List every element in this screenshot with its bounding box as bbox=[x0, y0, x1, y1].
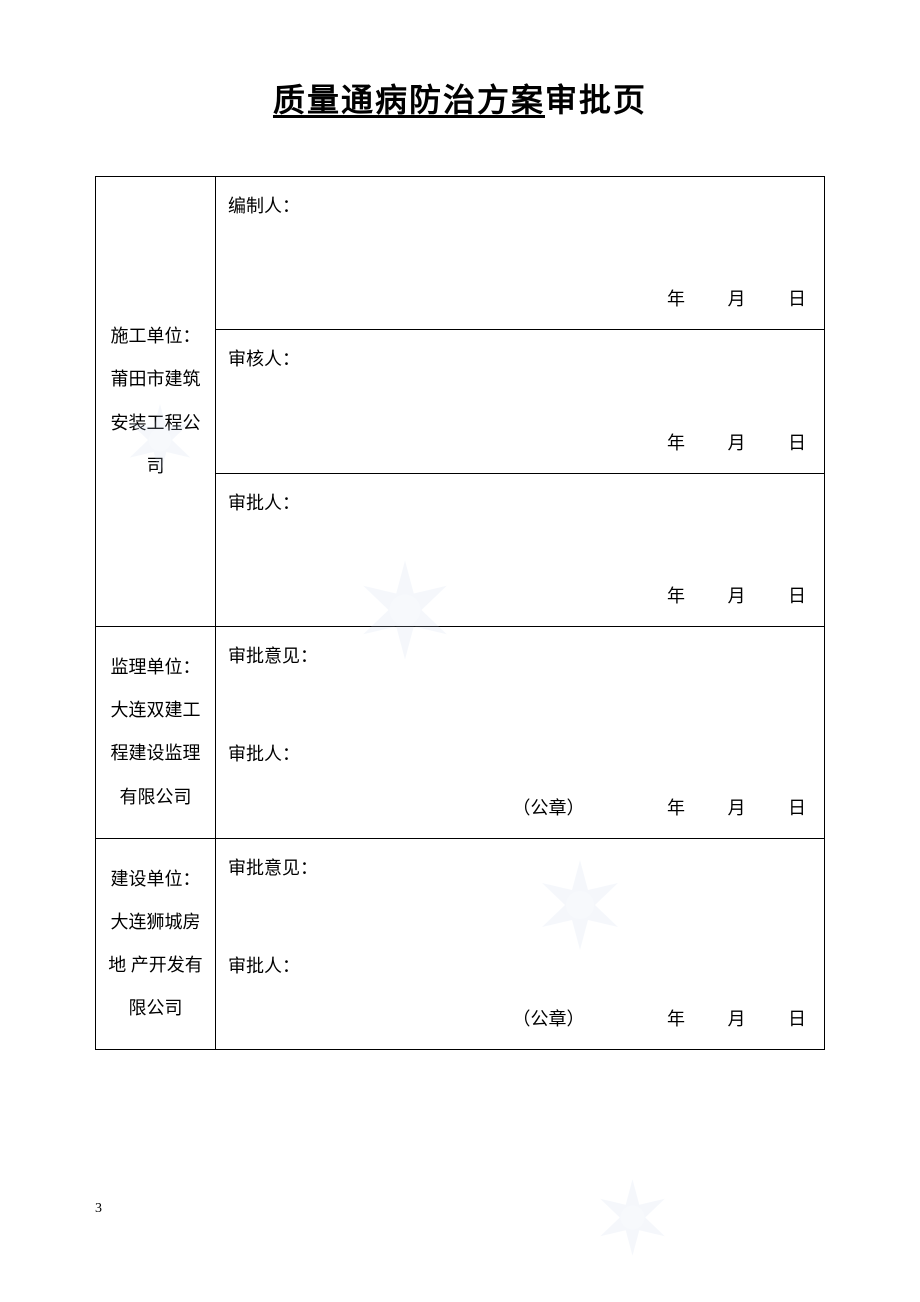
month-label: 月 bbox=[728, 422, 746, 465]
approval-table: 施工单位：莆田市建筑安装工程公司 编制人： 年 月 日 审核人： 年 月 日 审… bbox=[95, 176, 825, 1050]
supervision-approver: 审批人： bbox=[228, 744, 300, 764]
month-label: 月 bbox=[728, 998, 746, 1041]
year-label: 年 bbox=[667, 278, 685, 321]
approver-date: 年 月 日 bbox=[228, 575, 812, 618]
supervision-stamp-date: （公章） 年 月 日 bbox=[228, 787, 812, 830]
page-title: 质量通病防治方案审批页 bbox=[95, 75, 825, 121]
day-label: 日 bbox=[788, 278, 806, 321]
year-label: 年 bbox=[667, 787, 685, 830]
developer-unit-label: 建设单位：大连狮城房 地 产开发有限公司 bbox=[96, 838, 216, 1050]
compiler-cell: 编制人： 年 月 日 bbox=[216, 177, 825, 330]
month-label: 月 bbox=[728, 278, 746, 321]
developer-cell: 审批意见： 审批人： （公章） 年 月 日 bbox=[216, 838, 825, 1050]
title-underlined: 质量通病防治方案 bbox=[273, 82, 545, 118]
day-label: 日 bbox=[788, 787, 806, 830]
title-suffix: 审批页 bbox=[545, 82, 647, 118]
watermark-icon bbox=[590, 1175, 675, 1260]
year-label: 年 bbox=[667, 998, 685, 1041]
approver-cell: 审批人： 年 月 日 bbox=[216, 473, 825, 626]
month-label: 月 bbox=[728, 787, 746, 830]
supervision-opinion: 审批意见： bbox=[228, 635, 812, 678]
supervision-cell: 审批意见： 审批人： （公章） 年 月 日 bbox=[216, 627, 825, 839]
reviewer-role: 审核人： bbox=[228, 338, 812, 381]
developer-approver: 审批人： bbox=[228, 956, 300, 976]
stamp-label: （公章） bbox=[513, 787, 585, 830]
year-label: 年 bbox=[667, 422, 685, 465]
reviewer-date: 年 月 日 bbox=[228, 422, 812, 465]
page-number: 3 bbox=[95, 1201, 102, 1217]
day-label: 日 bbox=[788, 998, 806, 1041]
developer-opinion: 审批意见： bbox=[228, 847, 812, 890]
compiler-date: 年 月 日 bbox=[228, 278, 812, 321]
day-label: 日 bbox=[788, 422, 806, 465]
compiler-role: 编制人： bbox=[228, 185, 812, 228]
stamp-label: （公章） bbox=[513, 998, 585, 1041]
year-label: 年 bbox=[667, 575, 685, 618]
supervision-unit-label: 监理单位：大连双建工程建设监理有限公司 bbox=[96, 627, 216, 839]
reviewer-cell: 审核人： 年 月 日 bbox=[216, 330, 825, 473]
approver-role: 审批人： bbox=[228, 482, 812, 525]
month-label: 月 bbox=[728, 575, 746, 618]
day-label: 日 bbox=[788, 575, 806, 618]
construction-unit-label: 施工单位：莆田市建筑安装工程公司 bbox=[96, 177, 216, 627]
developer-stamp-date: （公章） 年 月 日 bbox=[228, 998, 812, 1041]
